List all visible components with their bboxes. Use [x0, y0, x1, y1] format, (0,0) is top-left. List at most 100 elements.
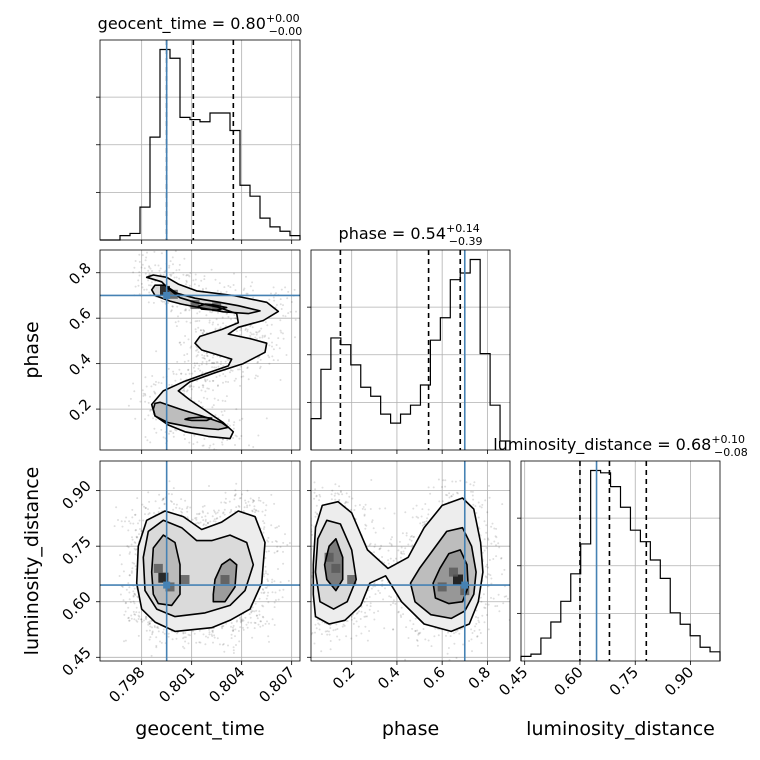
scatter-point — [211, 635, 214, 637]
scatter-point — [387, 562, 390, 565]
scatter-point — [400, 616, 403, 618]
scatter-point — [239, 626, 242, 629]
scatter-point — [220, 410, 223, 413]
scatter-point — [362, 506, 365, 508]
scatter-point — [132, 600, 135, 603]
scatter-point — [373, 545, 376, 548]
scatter-point — [450, 495, 453, 498]
scatter-point — [417, 632, 420, 635]
scatter-point — [250, 333, 253, 336]
scatter-point — [213, 366, 216, 369]
scatter-point — [150, 654, 153, 657]
panel-inner — [100, 461, 300, 661]
scatter-point — [201, 361, 204, 363]
scatter-point — [145, 618, 148, 621]
scatter-point — [339, 490, 342, 493]
scatter-point — [152, 417, 154, 420]
scatter-point — [255, 374, 257, 377]
scatter-point — [380, 579, 383, 582]
scatter-point — [412, 623, 415, 626]
scatter-point — [196, 312, 199, 315]
density-cell — [331, 563, 341, 573]
scatter-point — [350, 615, 353, 618]
scatter-point — [265, 550, 268, 553]
scatter-point — [276, 526, 278, 529]
scatter-point — [242, 619, 245, 622]
scatter-point — [280, 308, 283, 310]
x-tick-label-geocent_time: 0.798 — [105, 663, 148, 706]
scatter-point — [497, 542, 500, 545]
scatter-point — [276, 550, 279, 552]
scatter-point — [256, 375, 259, 378]
scatter-point — [132, 522, 135, 525]
scatter-point — [302, 591, 304, 593]
scatter-point — [271, 341, 273, 344]
scatter-point — [304, 530, 306, 532]
scatter-point — [364, 523, 367, 526]
scatter-point — [138, 271, 141, 274]
scatter-point — [120, 520, 123, 523]
scatter-point — [366, 615, 368, 618]
scatter-point — [188, 275, 191, 278]
scatter-point — [170, 273, 173, 276]
scatter-point — [128, 591, 131, 594]
scatter-point — [149, 441, 152, 444]
scatter-point — [208, 380, 211, 383]
scatter-point — [201, 505, 204, 508]
scatter-point — [373, 618, 376, 621]
scatter-point — [235, 435, 238, 438]
scatter-point — [133, 592, 136, 595]
scatter-point — [230, 637, 233, 640]
scatter-point — [196, 362, 199, 365]
scatter-point — [206, 378, 209, 381]
scatter-point — [152, 301, 155, 304]
scatter-point — [324, 630, 327, 633]
scatter-point — [186, 505, 189, 508]
scatter-point — [168, 266, 171, 269]
scatter-point — [194, 273, 197, 276]
scatter-point — [161, 499, 164, 502]
scatter-point — [368, 544, 371, 546]
density-cell — [160, 285, 170, 296]
scatter-point — [212, 629, 214, 632]
scatter-point — [219, 326, 222, 329]
scatter-point — [226, 358, 229, 361]
scatter-point — [149, 625, 152, 628]
scatter-point — [229, 371, 231, 374]
scatter-point — [437, 634, 440, 637]
scatter-point — [228, 424, 231, 427]
y-tick-label-luminosity_distance: 0.60 — [58, 588, 94, 624]
scatter-point — [296, 626, 298, 628]
scatter-point — [245, 275, 247, 278]
scatter-point — [148, 291, 151, 294]
scatter-point — [304, 609, 306, 611]
scatter-point — [128, 552, 131, 555]
scatter-point — [490, 542, 493, 545]
scatter-point — [361, 507, 364, 510]
scatter-point — [345, 635, 348, 638]
scatter-point — [343, 502, 346, 505]
scatter-point — [194, 364, 196, 367]
scatter-point — [492, 597, 495, 600]
scatter-point — [202, 633, 205, 636]
scatter-point — [170, 430, 173, 433]
scatter-point — [226, 423, 229, 426]
scatter-point — [224, 497, 227, 500]
hist-title-phase: phase = 0.54+0.14 −0.39 — [339, 222, 483, 248]
scatter-point — [266, 539, 269, 542]
scatter-point — [495, 555, 498, 558]
scatter-point — [239, 329, 242, 332]
hist-panel-geocent_time — [96, 39, 301, 244]
scatter-point — [262, 592, 265, 595]
scatter-point — [262, 588, 265, 591]
scatter-point — [193, 370, 196, 373]
scatter-point — [198, 522, 200, 525]
y-tick-label-luminosity_distance: 0.45 — [58, 643, 94, 679]
scatter-point — [228, 500, 231, 503]
scatter-point — [183, 390, 186, 393]
scatter-point — [336, 492, 339, 495]
scatter-point — [209, 310, 212, 313]
scatter-point — [359, 618, 362, 620]
scatter-point — [180, 372, 183, 375]
scatter-point — [220, 360, 223, 363]
